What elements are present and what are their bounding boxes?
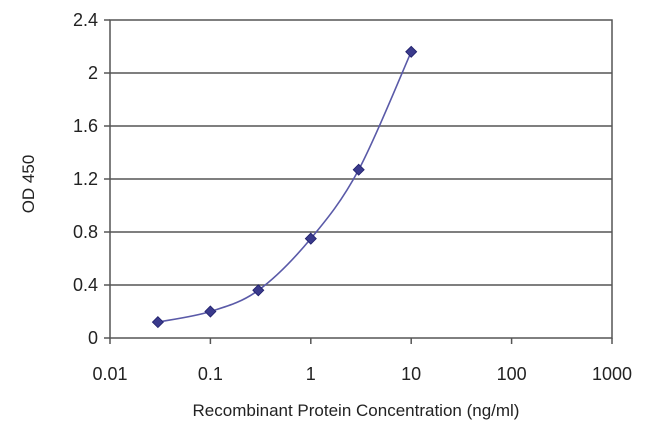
y-tick-label: 1.2 — [73, 169, 98, 189]
y-tick-label: 1.6 — [73, 116, 98, 136]
y-tick-label: 0.4 — [73, 275, 98, 295]
y-tick-label: 0 — [88, 328, 98, 348]
x-tick-label: 0.1 — [198, 364, 223, 384]
data-point — [352, 163, 365, 176]
series-line — [157, 51, 412, 323]
x-axis: 0.01 0.1 1 10 100 1000 — [92, 338, 632, 384]
y-tick-label: 2.4 — [73, 10, 98, 30]
x-tick-label: 100 — [497, 364, 527, 384]
data-point — [204, 305, 217, 318]
data-point — [252, 284, 265, 297]
data-series — [151, 45, 418, 329]
y-tick-label: 2 — [88, 63, 98, 83]
y-tick-label: 0.8 — [73, 222, 98, 242]
y-axis-title: OD 450 — [19, 155, 38, 214]
gridlines — [110, 72, 612, 286]
x-tick-label: 1000 — [592, 364, 632, 384]
y-axis: 0 0.4 0.8 1.2 1.6 2 2.4 — [73, 10, 110, 348]
data-point — [405, 45, 418, 58]
x-tick-label: 1 — [306, 364, 316, 384]
x-tick-label: 10 — [401, 364, 421, 384]
x-tick-label: 0.01 — [92, 364, 127, 384]
x-axis-title: Recombinant Protein Concentration (ng/ml… — [193, 401, 520, 420]
data-point — [151, 316, 164, 329]
data-point — [304, 232, 317, 245]
